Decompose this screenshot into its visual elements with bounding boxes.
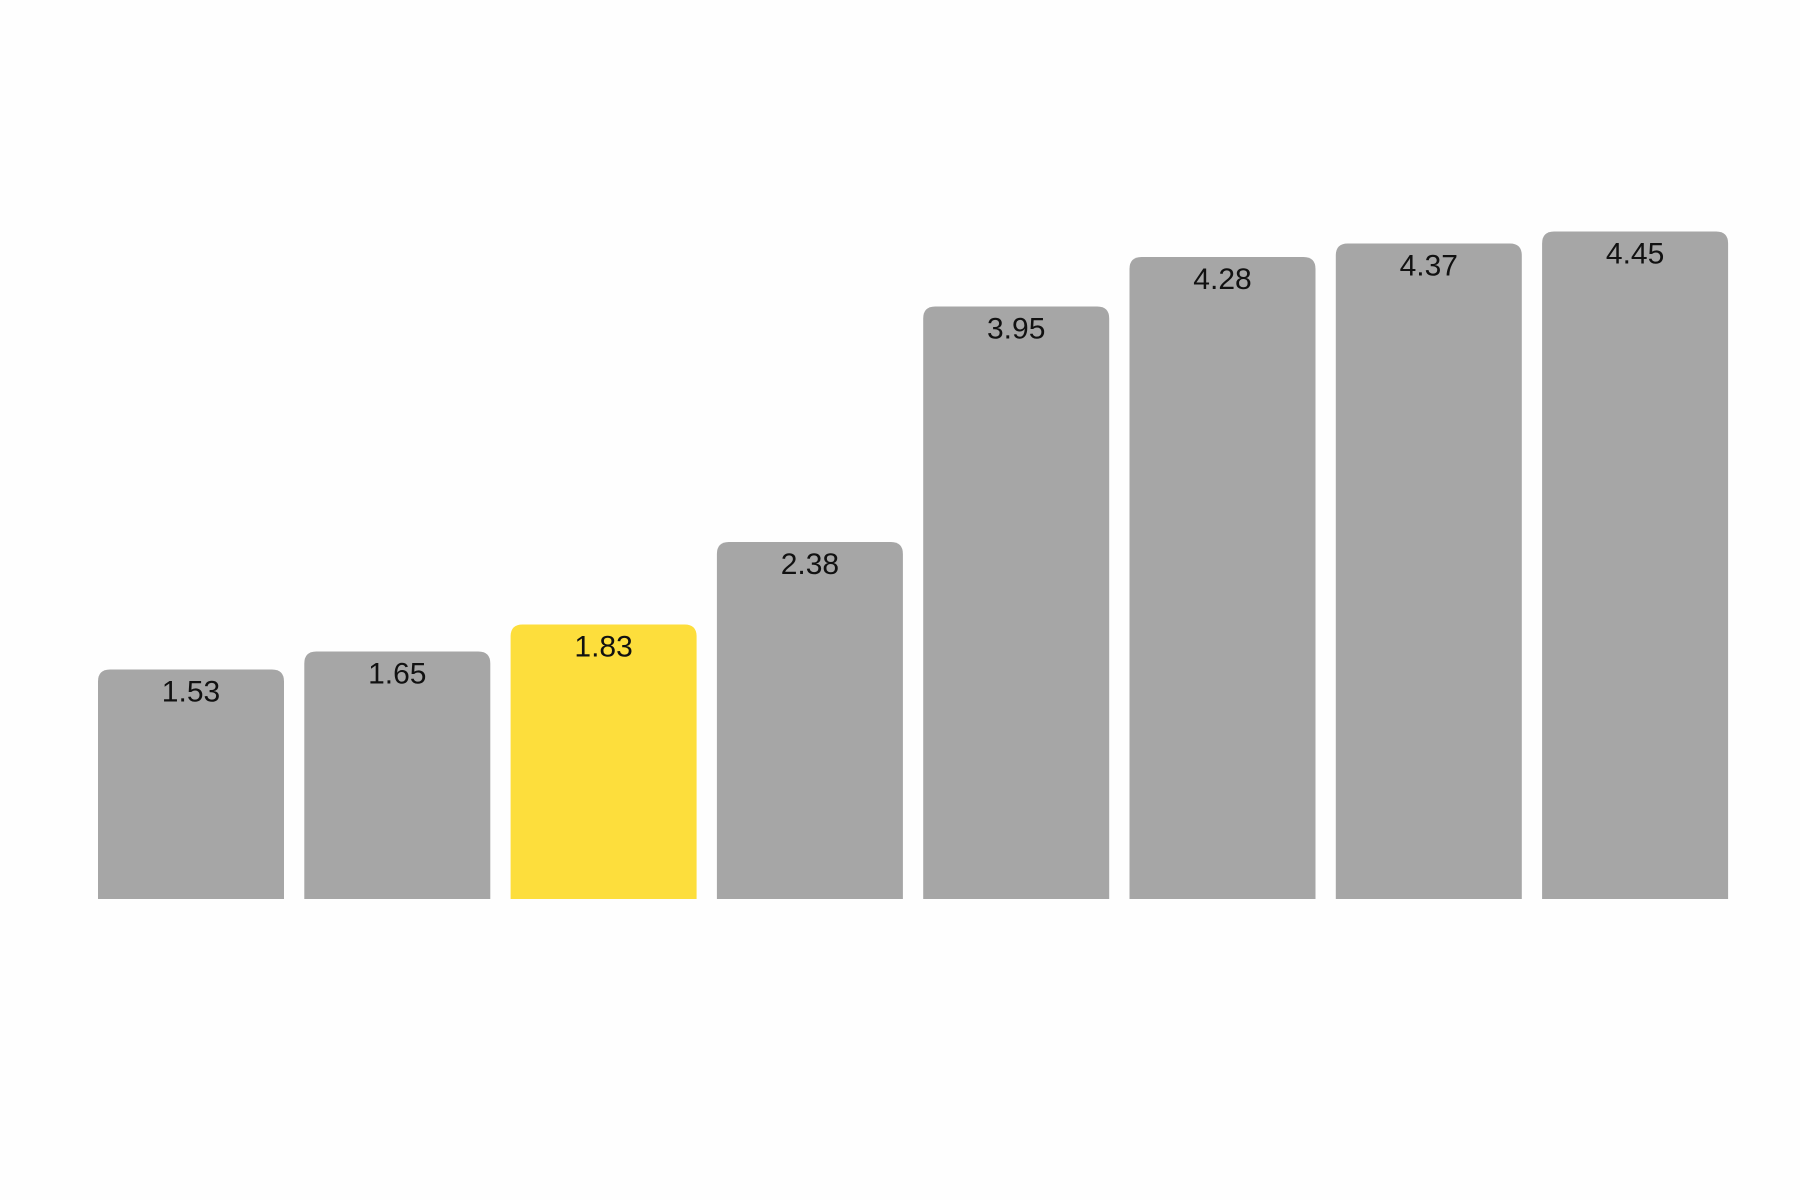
data-label: 4.28 bbox=[1193, 263, 1251, 296]
bar bbox=[98, 669, 284, 899]
bar bbox=[1335, 243, 1522, 899]
data-label: 4.37 bbox=[1400, 250, 1458, 283]
bar bbox=[716, 542, 903, 899]
data-label: 1.83 bbox=[574, 631, 632, 664]
bar bbox=[1129, 257, 1316, 899]
data-label: 1.65 bbox=[368, 658, 426, 691]
bar-highlighted bbox=[510, 624, 697, 899]
bar bbox=[923, 306, 1110, 899]
data-label: 3.95 bbox=[987, 313, 1045, 346]
bar bbox=[1542, 231, 1729, 899]
data-label: 4.45 bbox=[1606, 238, 1664, 271]
data-label: 1.53 bbox=[162, 676, 220, 709]
bar bbox=[304, 651, 491, 899]
data-label: 2.38 bbox=[781, 548, 839, 581]
